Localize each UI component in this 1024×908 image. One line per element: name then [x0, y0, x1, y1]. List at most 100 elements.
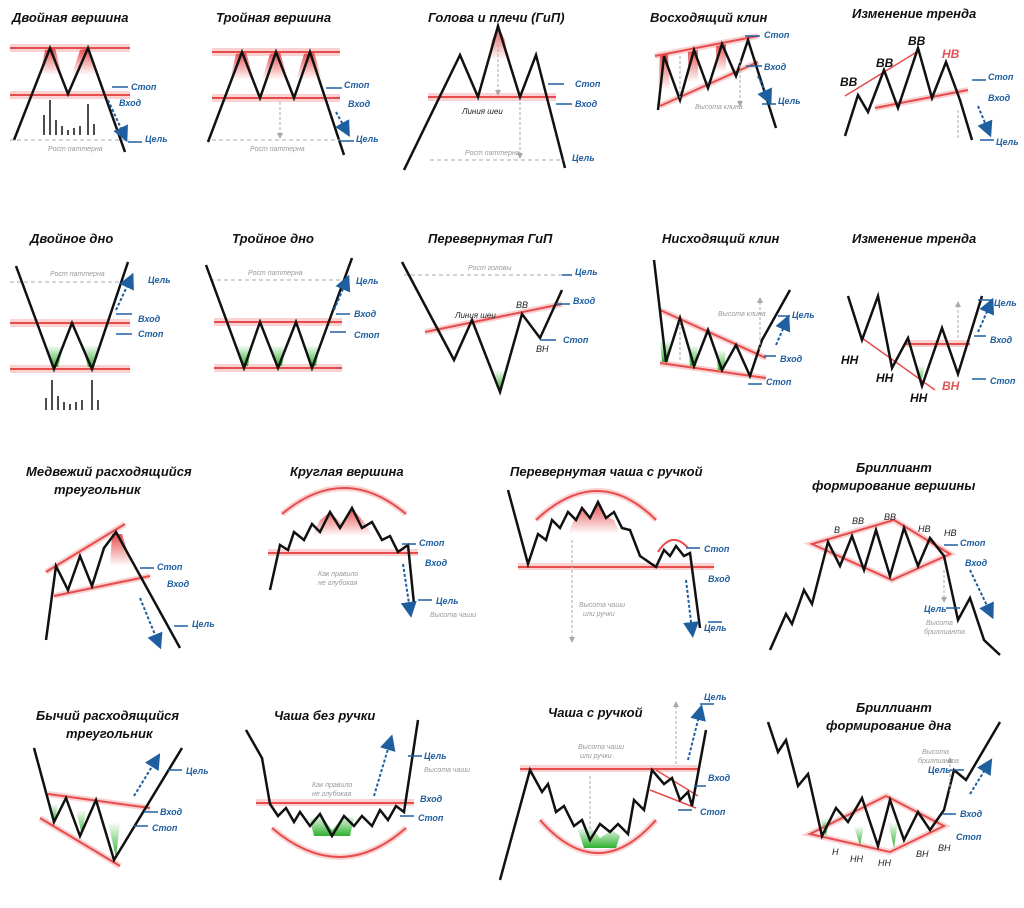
inv-cup-entry: Вход — [708, 574, 731, 584]
double-top-title: Двойная вершина — [11, 10, 128, 25]
round-top-cup-height: Высота чаши — [430, 612, 476, 619]
double-top-entry: Вход — [119, 98, 142, 108]
inv-hs-stop: Стоп — [563, 335, 589, 345]
falling-wedge-entry: Вход — [780, 354, 803, 364]
inv-cup-height-1: Высота чаши — [579, 602, 625, 609]
trend-bottom-hl: ВН — [942, 379, 960, 393]
bull-triangle-stop: Стоп — [152, 823, 178, 833]
double-bottom-stop: Стоп — [138, 329, 164, 339]
diamond-top-entry: Вход — [965, 558, 988, 568]
double-top-stop: Стоп — [131, 82, 157, 92]
round-top-title: Круглая вершина — [290, 464, 404, 479]
diamond-bottom: Бриллиант формирование дна Н НН НН ВН ВН… — [766, 700, 1002, 868]
diamond-bottom-l: Н — [832, 847, 839, 857]
triple-top-title: Тройная вершина — [216, 10, 331, 25]
bear-triangle-title-2: треугольник — [54, 482, 142, 497]
hs-growth-label: Рост паттерна — [465, 150, 520, 157]
cup-handle-height-2: или ручки — [580, 753, 612, 760]
round-top-stop: Стоп — [419, 538, 445, 548]
inv-hs-target: Цель — [575, 267, 598, 277]
bear-broadening-triangle: Медвежий расходящийся треугольник Стоп В… — [26, 464, 215, 650]
cup-with-handle: Чаша с ручкой Высота чаши или ручки Цель… — [498, 692, 731, 881]
diamond-bottom-hl-2: ВН — [938, 843, 951, 853]
bear-triangle-stop: Стоп — [157, 562, 183, 572]
inv-cup-stop: Стоп — [704, 544, 730, 554]
double-bottom-growth-label: Рост паттерна — [50, 271, 105, 278]
trend-change-bottom: Изменение тренда НН НН НН ВН Цель Вход С… — [841, 231, 1017, 405]
round-top: Круглая вершина Как правило не глубокая … — [268, 464, 476, 619]
cup-no-handle-stop: Стоп — [418, 813, 444, 823]
inv-hs-growth-label: Рост головы — [468, 265, 512, 272]
cup-no-handle-target: Цель — [424, 751, 447, 761]
inverted-head-and-shoulders: Перевернутая ГиП Рост головы Линия шеи В… — [400, 231, 598, 396]
double-bottom-target: Цель — [148, 275, 171, 285]
falling-wedge-stop: Стоп — [766, 377, 792, 387]
double-top: Двойная вершина Рост паттерна Стоп Вход … — [10, 10, 168, 153]
trend-bottom-ll-1: НН — [841, 353, 859, 367]
double-bottom-title: Двойное дно — [29, 231, 113, 246]
cup-handle-stop: Стоп — [700, 807, 726, 817]
hs-target: Цель — [572, 153, 595, 163]
round-top-entry: Вход — [425, 558, 448, 568]
triple-top-growth-label: Рост паттерна — [250, 146, 305, 153]
inv-hs-title: Перевернутая ГиП — [428, 231, 553, 246]
trend-change-top: Изменение тренда ВВ ВВ ВВ НВ Стоп Вход Ц… — [840, 6, 1019, 147]
cup-no-handle-title: Чаша без ручки — [274, 708, 375, 723]
bear-triangle-entry: Вход — [167, 579, 190, 589]
diamond-top-h: В — [834, 525, 840, 535]
triple-top-stop: Стоп — [344, 80, 370, 90]
head-and-shoulders: Голова и плечи (ГиП) Линия шеи Рост патт… — [402, 10, 601, 171]
inv-cup-height-2: или ручки — [583, 611, 615, 618]
trend-bottom-entry: Вход — [990, 335, 1013, 345]
diamond-top-stop: Стоп — [960, 538, 986, 548]
triple-bottom-title: Тройное дно — [232, 231, 314, 246]
diamond-bottom-ll-2: НН — [878, 858, 891, 868]
trend-top-entry: Вход — [988, 93, 1011, 103]
inv-hs-hh: ВВ — [516, 300, 528, 310]
triple-top: Тройная вершина Рост паттерна Стоп Вход … — [206, 10, 379, 156]
rising-wedge-target: Цель — [778, 96, 801, 106]
triple-bottom-entry: Вход — [354, 309, 377, 319]
diamond-top-target: Цель — [924, 604, 947, 614]
inv-cup-target: Цель — [704, 623, 727, 633]
hs-entry: Вход — [575, 99, 598, 109]
diamond-top: Бриллиант формирование вершины В ВВ ВВ Н… — [768, 460, 1001, 656]
falling-wedge: Нисходящий клин Высота клина Цель Вход С… — [652, 231, 815, 387]
round-top-shallow-1: Как правило — [318, 571, 358, 578]
diamond-top-title-2: формирование вершины — [812, 478, 975, 493]
inv-hs-entry: Вход — [573, 296, 596, 306]
double-bottom-entry: Вход — [138, 314, 161, 324]
bull-triangle-title-2: треугольник — [66, 726, 154, 741]
triple-top-target: Цель — [356, 134, 379, 144]
rising-wedge-stop: Стоп — [764, 30, 790, 40]
trend-top-hh-3: ВВ — [908, 34, 926, 48]
inv-hs-neckline-label: Линия шеи — [454, 311, 496, 320]
trend-bottom-stop: Стоп — [990, 376, 1016, 386]
bull-triangle-entry: Вход — [160, 807, 183, 817]
cup-handle-height-1: Высота чаши — [578, 744, 624, 751]
diamond-top-lh-1: НВ — [918, 524, 931, 534]
hs-stop: Стоп — [575, 79, 601, 89]
cup-without-handle: Чаша без ручки Как правило не глубокая Ц… — [244, 708, 470, 860]
diamond-bottom-title-1: Бриллиант — [856, 700, 932, 715]
diamond-top-hh-2: ВВ — [884, 512, 896, 522]
bull-broadening-triangle: Бычий расходящийся треугольник Цель Вход… — [32, 708, 209, 869]
triple-bottom-stop: Стоп — [354, 330, 380, 340]
cup-no-handle-entry: Вход — [420, 794, 443, 804]
double-bottom: Двойное дно Рост паттерна Цель Вход Стоп — [10, 231, 171, 410]
cup-handle-entry: Вход — [708, 773, 731, 783]
trend-top-hh-1: ВВ — [840, 75, 858, 89]
inverted-cup-with-handle: Перевернутая чаша с ручкой Высота чаши и… — [506, 464, 731, 643]
hs-neckline-label: Линия шеи — [461, 107, 503, 116]
trend-top-lh: НВ — [942, 47, 960, 61]
rising-wedge-title: Восходящий клин — [650, 10, 768, 25]
round-top-shallow-2: не глубокая — [318, 579, 358, 587]
falling-wedge-height-label: Высота клина — [718, 311, 766, 318]
falling-wedge-target: Цель — [792, 310, 815, 320]
rising-wedge: Восходящий клин Высота клина Стоп Вход Ц… — [650, 10, 801, 129]
double-top-target: Цель — [145, 134, 168, 144]
falling-wedge-title: Нисходящий клин — [662, 231, 780, 246]
trend-bottom-ll-3: НН — [910, 391, 928, 405]
